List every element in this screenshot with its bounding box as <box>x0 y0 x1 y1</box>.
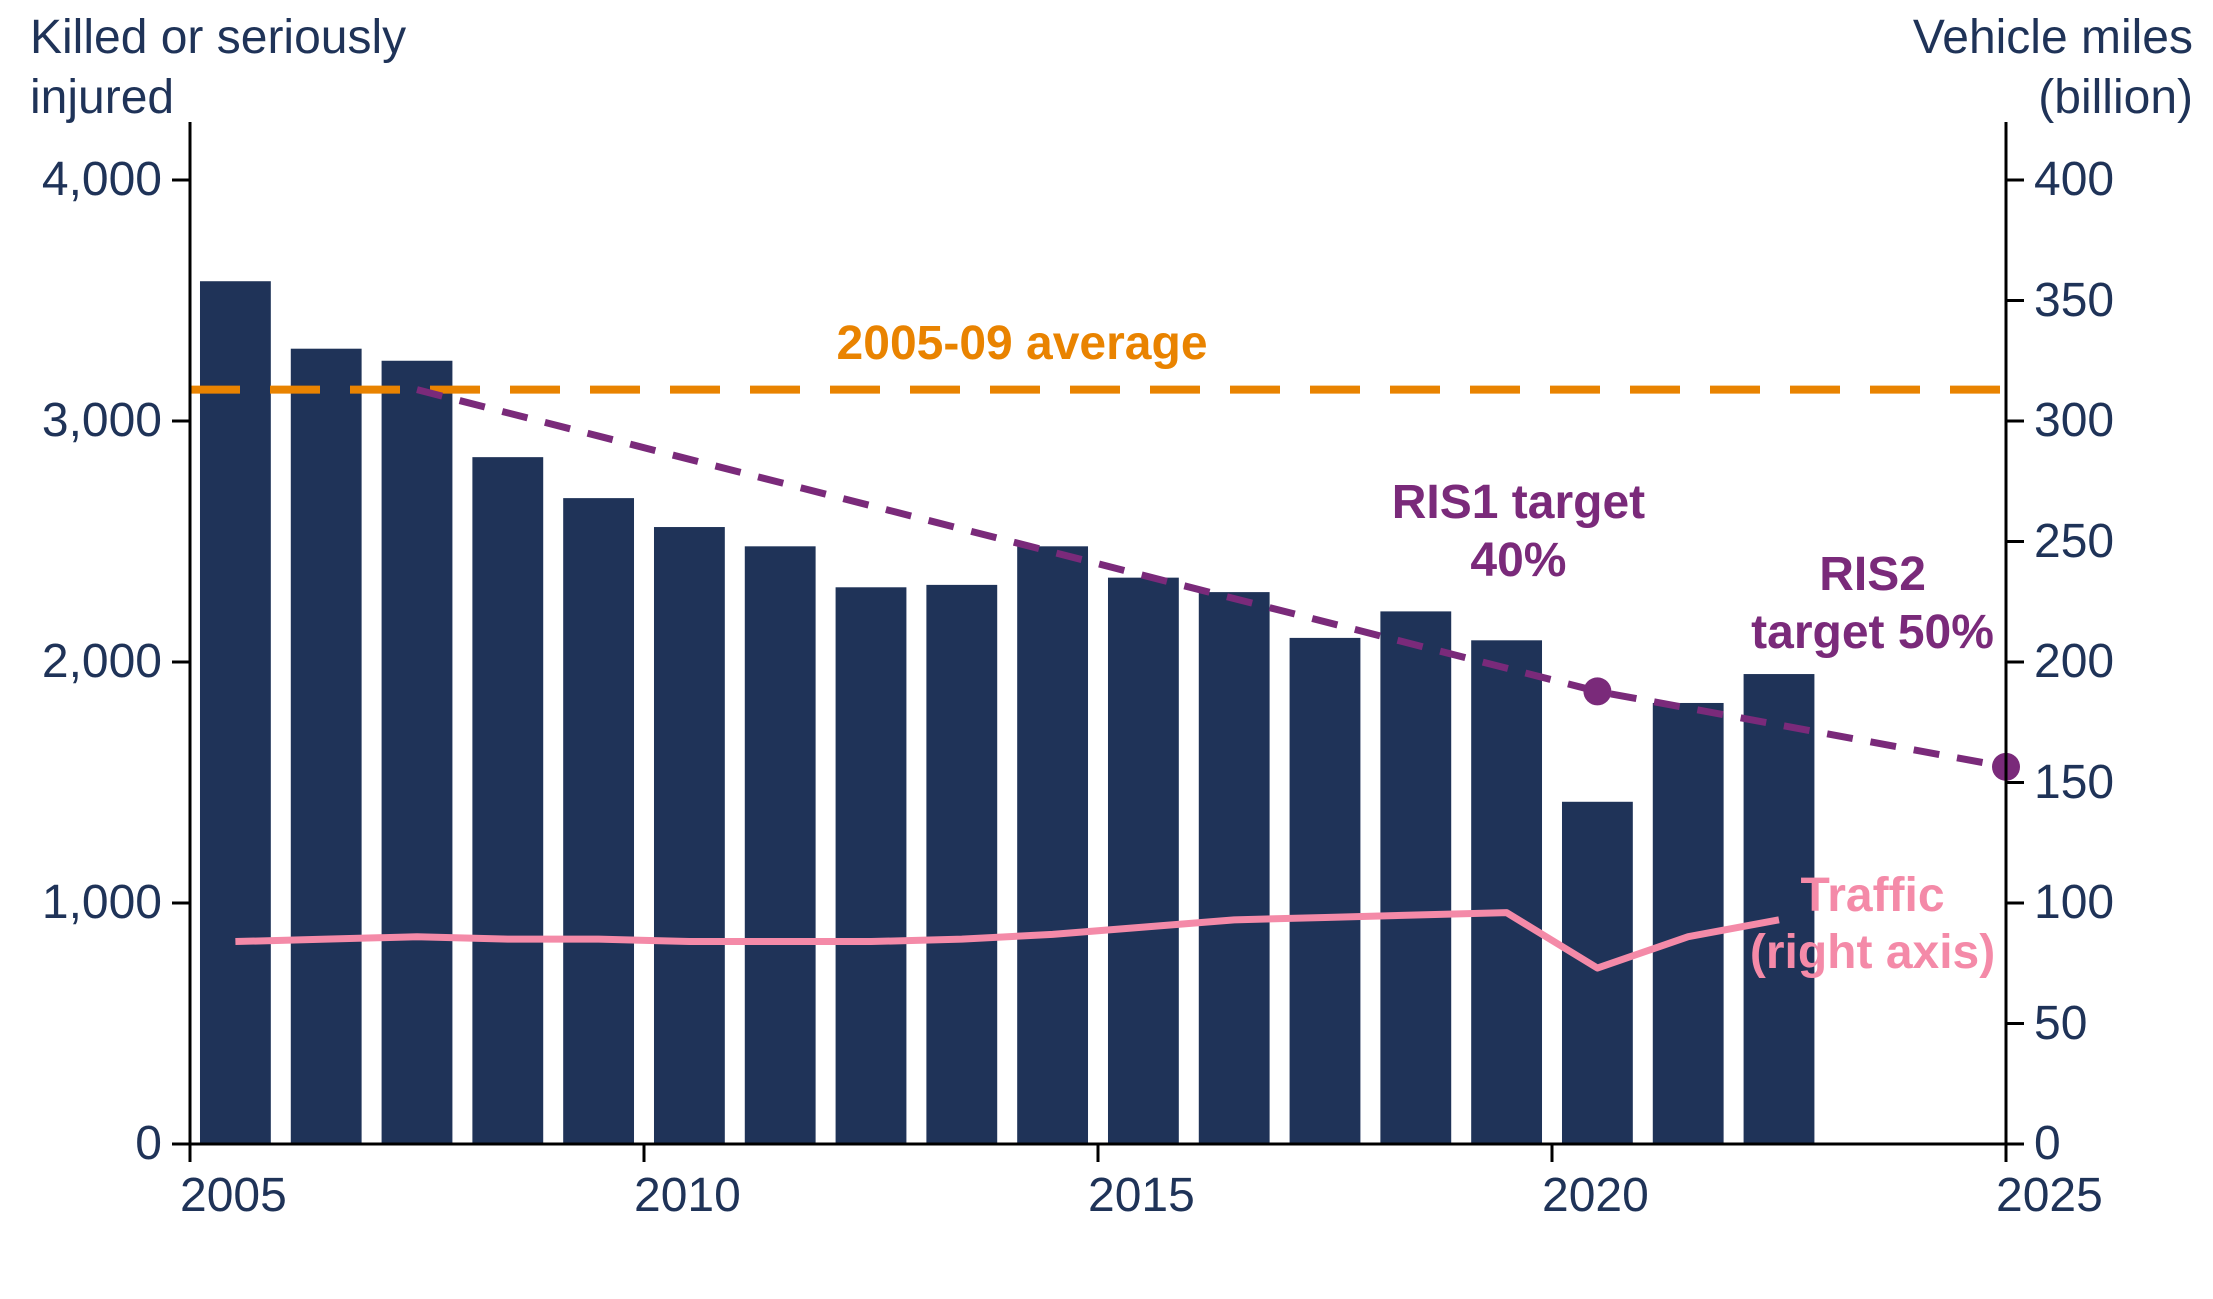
y-right-tick-label: 150 <box>2034 755 2194 810</box>
x-tick-label: 2020 <box>1542 1168 1742 1223</box>
y-right-tick-label: 50 <box>2034 996 2194 1051</box>
ksi-bar <box>1017 546 1088 1144</box>
ksi-bar <box>926 585 997 1144</box>
y-right-tick-label: 200 <box>2034 634 2194 689</box>
ksi-bar <box>1108 578 1179 1144</box>
y-left-tick-label: 4,000 <box>0 152 162 207</box>
y-right-tick-label: 350 <box>2034 273 2194 328</box>
ksi-bar <box>654 527 725 1144</box>
ksi-bar <box>563 498 634 1144</box>
y-right-tick-label: 400 <box>2034 152 2194 207</box>
ksi-bar <box>1380 611 1451 1144</box>
ksi-bar <box>472 457 543 1144</box>
y-left-tick-label: 1,000 <box>0 875 162 930</box>
target-label-1: RIS2 target 50% <box>1693 546 2053 661</box>
ksi-bar <box>291 349 362 1144</box>
ksi-bar <box>1290 638 1361 1144</box>
ksi-bar <box>1562 802 1633 1144</box>
y-right-title: Vehicle miles (billion) <box>1793 8 2193 128</box>
x-tick-label: 2025 <box>1996 1168 2196 1223</box>
traffic-label: Traffic (right axis) <box>1703 867 2043 982</box>
x-tick-label: 2005 <box>180 1168 380 1223</box>
traffic-line <box>235 913 1779 968</box>
y-left-tick-label: 2,000 <box>0 634 162 689</box>
y-right-tick-label: 300 <box>2034 393 2194 448</box>
ksi-bar <box>1199 592 1270 1144</box>
target-label-0: RIS1 target 40% <box>1338 474 1698 589</box>
ksi-bar <box>382 361 453 1144</box>
x-tick-label: 2010 <box>634 1168 834 1223</box>
ksi-bar <box>745 546 816 1144</box>
y-right-tick-label: 100 <box>2034 875 2194 930</box>
y-right-tick-label: 0 <box>2034 1116 2194 1171</box>
x-tick-label: 2015 <box>1088 1168 1288 1223</box>
y-left-title: Killed or seriously injured <box>30 8 530 128</box>
y-left-tick-label: 0 <box>0 1116 162 1171</box>
ksi-bar <box>200 281 271 1144</box>
target-marker <box>1583 677 1611 705</box>
chart-container: Killed or seriously injured Vehicle miles… <box>0 0 2213 1299</box>
y-left-tick-label: 3,000 <box>0 393 162 448</box>
ksi-bar <box>836 587 907 1144</box>
ksi-bar <box>1471 640 1542 1144</box>
y-right-tick-label: 250 <box>2034 514 2194 569</box>
baseline-label: 2005-09 average <box>762 316 1282 371</box>
